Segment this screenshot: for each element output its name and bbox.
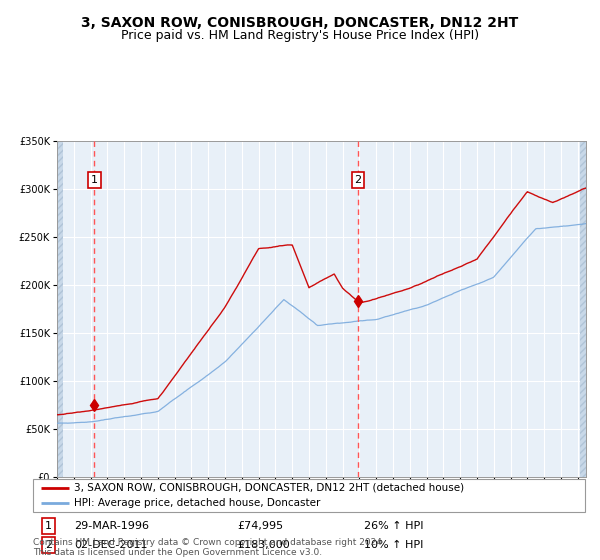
- Text: £183,000: £183,000: [237, 540, 290, 550]
- Text: 1: 1: [91, 175, 98, 185]
- Text: £74,995: £74,995: [237, 521, 283, 531]
- Text: Price paid vs. HM Land Registry's House Price Index (HPI): Price paid vs. HM Land Registry's House …: [121, 29, 479, 42]
- Bar: [580, 141, 589, 477]
- Text: 26% ↑ HPI: 26% ↑ HPI: [364, 521, 424, 531]
- Bar: [57, 141, 63, 477]
- Text: HPI: Average price, detached house, Doncaster: HPI: Average price, detached house, Donc…: [74, 498, 321, 508]
- Text: 29-MAR-1996: 29-MAR-1996: [74, 521, 149, 531]
- FancyBboxPatch shape: [33, 479, 585, 512]
- Text: 1: 1: [45, 521, 52, 531]
- Text: Contains HM Land Registry data © Crown copyright and database right 2024.
This d: Contains HM Land Registry data © Crown c…: [33, 538, 385, 557]
- Text: 2: 2: [45, 540, 52, 550]
- Text: 2: 2: [355, 175, 362, 185]
- Text: 3, SAXON ROW, CONISBROUGH, DONCASTER, DN12 2HT: 3, SAXON ROW, CONISBROUGH, DONCASTER, DN…: [82, 16, 518, 30]
- Text: 3, SAXON ROW, CONISBROUGH, DONCASTER, DN12 2HT (detached house): 3, SAXON ROW, CONISBROUGH, DONCASTER, DN…: [74, 483, 464, 493]
- Text: 02-DEC-2011: 02-DEC-2011: [74, 540, 148, 550]
- Text: 10% ↑ HPI: 10% ↑ HPI: [364, 540, 424, 550]
